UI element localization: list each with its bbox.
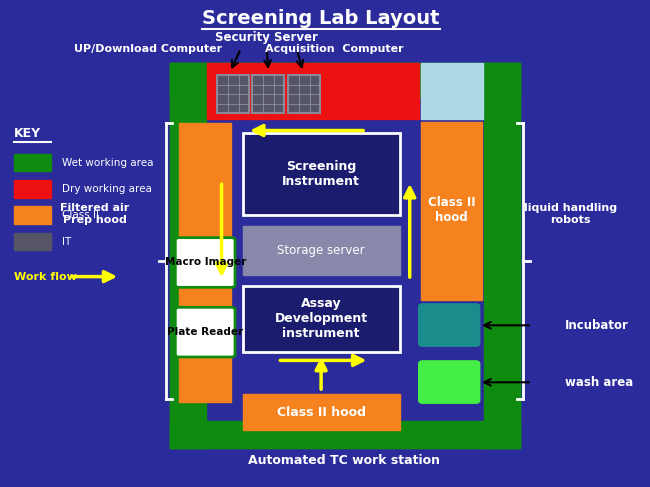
Bar — [421, 122, 482, 300]
Bar — [14, 154, 51, 171]
Bar — [288, 75, 320, 113]
Text: Class II: Class II — [62, 210, 99, 220]
Bar — [14, 180, 51, 198]
Text: Wet working area: Wet working area — [62, 158, 154, 168]
Text: Dry working area: Dry working area — [62, 184, 152, 194]
Text: IT: IT — [62, 237, 72, 246]
Text: Acquisition  Computer: Acquisition Computer — [265, 44, 403, 54]
Bar — [252, 75, 285, 113]
Bar — [421, 63, 483, 119]
FancyBboxPatch shape — [176, 238, 235, 287]
Bar — [242, 226, 400, 275]
Bar — [217, 75, 249, 113]
Bar — [170, 63, 520, 97]
Text: Filtered air
Prep hood: Filtered air Prep hood — [60, 204, 129, 225]
Text: Class II
hood: Class II hood — [428, 196, 475, 225]
Text: Plate Reader: Plate Reader — [168, 327, 244, 337]
Text: Storage server: Storage server — [278, 244, 365, 257]
Bar — [191, 80, 501, 431]
Bar — [242, 394, 400, 430]
Text: KEY: KEY — [14, 128, 41, 140]
Text: Macro Imager: Macro Imager — [165, 258, 246, 267]
Text: UP/Download Computer: UP/Download Computer — [73, 44, 222, 54]
Text: Automated TC work station: Automated TC work station — [248, 454, 439, 467]
Text: Security Server: Security Server — [215, 32, 318, 44]
Bar — [242, 133, 400, 215]
Bar — [179, 123, 231, 402]
Bar — [207, 63, 419, 119]
FancyBboxPatch shape — [176, 307, 235, 357]
FancyBboxPatch shape — [419, 304, 480, 346]
Bar — [14, 233, 51, 250]
Text: wash area: wash area — [565, 376, 633, 389]
Bar — [170, 63, 205, 448]
Bar — [170, 63, 520, 448]
Bar — [484, 63, 520, 448]
Bar — [242, 286, 400, 352]
Text: Screening Lab Layout: Screening Lab Layout — [202, 9, 440, 28]
Text: Screening
Instrument: Screening Instrument — [282, 160, 360, 188]
Text: Work flow: Work flow — [14, 272, 77, 281]
Bar — [170, 421, 520, 448]
FancyBboxPatch shape — [419, 361, 480, 403]
Text: Incubator: Incubator — [565, 319, 629, 332]
Text: Assay
Development
instrument: Assay Development instrument — [274, 298, 368, 340]
Bar — [14, 206, 51, 224]
Text: liquid handling
robots: liquid handling robots — [524, 204, 617, 225]
Text: Class II hood: Class II hood — [277, 406, 365, 418]
